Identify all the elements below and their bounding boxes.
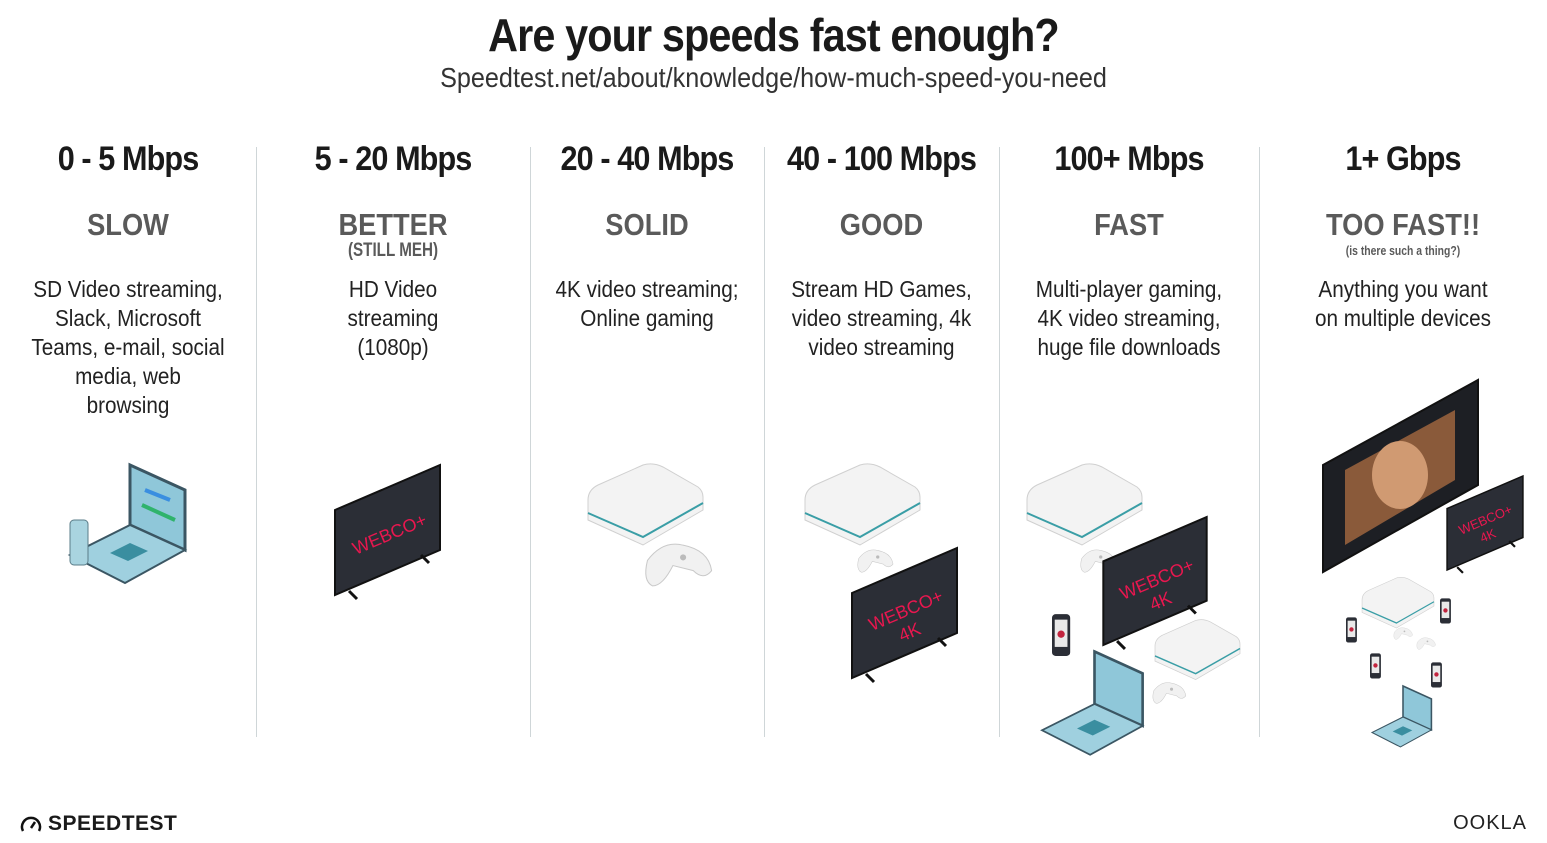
laptop-illustration	[1371, 685, 1433, 748]
column-fast: 100+ Mbps FAST Multi-player gaming, 4K v…	[999, 140, 1259, 362]
column-better: 5 - 20 Mbps BETTER (STILL MEH) HD Video …	[256, 140, 530, 362]
page-title: Are your speeds fast enough?	[488, 9, 1060, 61]
speedtest-logo-text: SPEEDTEST	[48, 812, 178, 835]
divider	[256, 147, 257, 737]
speed-label: FAST	[1094, 207, 1164, 242]
speed-label: GOOD	[839, 207, 924, 242]
column-slow: 0 - 5 Mbps SLOW SD Video streaming, Slac…	[0, 140, 256, 420]
column-too-fast: 1+ Gbps TOO FAST!! (is there such a thin…	[1259, 140, 1547, 333]
divider	[764, 147, 765, 737]
page-subtitle: Speedtest.net/about/knowledge/how-much-s…	[440, 62, 1107, 93]
speed-description: 4K video streaming; Online gaming	[555, 276, 739, 331]
speed-range: 40 - 100 Mbps	[787, 140, 977, 178]
speed-label: BETTER	[338, 207, 448, 242]
divider	[1259, 147, 1260, 737]
speed-range: 1+ Gbps	[1345, 140, 1461, 178]
divider	[530, 147, 531, 737]
speed-range: 20 - 40 Mbps	[560, 140, 735, 178]
phone-illustration	[1052, 614, 1071, 656]
column-solid: 20 - 40 Mbps SOLID 4K video streaming; O…	[530, 140, 764, 333]
speed-label: SLOW	[87, 207, 169, 242]
speed-range: 0 - 5 Mbps	[57, 140, 200, 178]
console-illustration	[1026, 462, 1143, 546]
controller-illustration	[1393, 627, 1413, 640]
console-illustration	[1154, 618, 1241, 681]
big-tv-illustration	[1322, 378, 1479, 574]
tv-illustration: WEBCO+	[333, 463, 442, 601]
speed-description: Anything you want on multiple devices	[1314, 276, 1492, 331]
speed-note: (STILL MEH)	[347, 240, 439, 261]
speed-description: Stream HD Games, video streaming, 4k vid…	[791, 276, 972, 360]
tv-4k-illustration: WEBCO+ 4K	[1445, 474, 1525, 575]
controller-illustration	[1152, 682, 1187, 704]
speed-range: 100+ Mbps	[1054, 140, 1204, 178]
phone-illustration	[1346, 617, 1357, 643]
speedtest-logo: SPEEDTEST	[20, 812, 177, 836]
speed-description: SD Video streaming, Slack, Microsoft Tea…	[31, 276, 225, 418]
controller-illustration	[1416, 637, 1436, 650]
phone-illustration	[1370, 653, 1381, 679]
svg-text:4K: 4K	[1478, 525, 1499, 545]
console-illustration	[1361, 576, 1435, 629]
speed-label: SOLID	[605, 207, 689, 242]
console-illustration	[804, 462, 921, 546]
speed-range: 5 - 20 Mbps	[314, 140, 473, 178]
speed-description: Multi-player gaming, 4K video streaming,…	[1035, 276, 1223, 360]
divider	[999, 147, 1000, 737]
ookla-logo: OOKLA	[1453, 812, 1527, 834]
laptop-illustration	[68, 463, 187, 585]
console-illustration	[587, 462, 704, 546]
tv-4k-illustration: WEBCO+ 4K	[850, 546, 959, 684]
column-good: 40 - 100 Mbps GOOD Stream HD Games, vide…	[764, 140, 999, 362]
controller-illustration	[857, 549, 894, 573]
phone-illustration	[1440, 598, 1451, 624]
speed-description: HD Video streaming (1080p)	[347, 276, 439, 360]
speed-note: (is there such a thing?)	[1345, 243, 1461, 258]
laptop-illustration	[1040, 650, 1145, 757]
speed-label: TOO FAST!!	[1325, 207, 1481, 242]
controller-illustration	[645, 543, 713, 587]
gauge-icon	[20, 816, 42, 832]
phone-illustration	[1431, 662, 1442, 688]
tv-4k-illustration: WEBCO+ 4K	[1101, 515, 1209, 651]
